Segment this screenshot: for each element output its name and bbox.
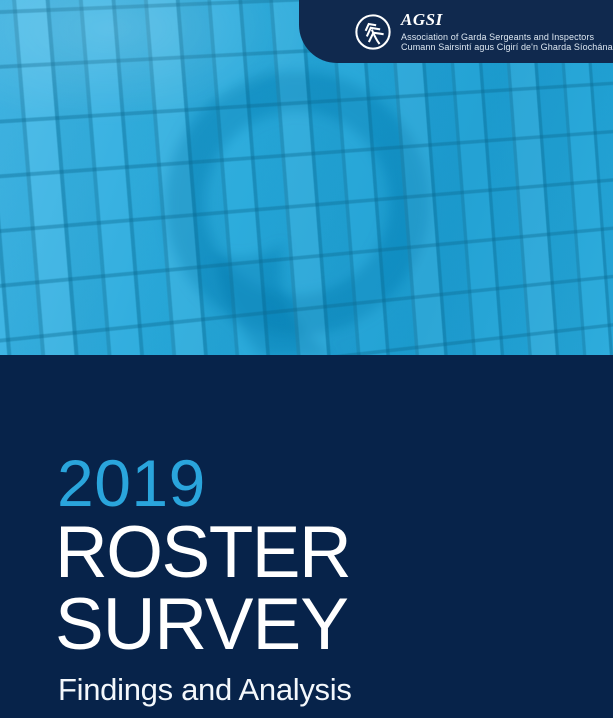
cover-subtitle: Findings and Analysis (58, 672, 352, 707)
org-name-english: Association of Garda Sergeants and Inspe… (401, 31, 595, 42)
speech-bubble-motif (165, 71, 429, 355)
cover-panel: 2019 ROSTER SURVEY Findings and Analysis (0, 355, 613, 718)
cover-title-line2: SURVEY (55, 584, 349, 665)
cover-title-line1: ROSTER (55, 512, 352, 593)
org-abbr: AGSI (401, 10, 443, 29)
cover-year: 2019 (57, 446, 206, 520)
header-ribbon: AGSI Association of Garda Sergeants and … (299, 0, 613, 63)
org-name-irish: Cumann Sairsintí agus Cigirí de'n Gharda… (401, 42, 613, 52)
org-name-block: AGSI Association of Garda Sergeants and … (401, 11, 613, 52)
agsi-crest-icon (355, 13, 391, 50)
